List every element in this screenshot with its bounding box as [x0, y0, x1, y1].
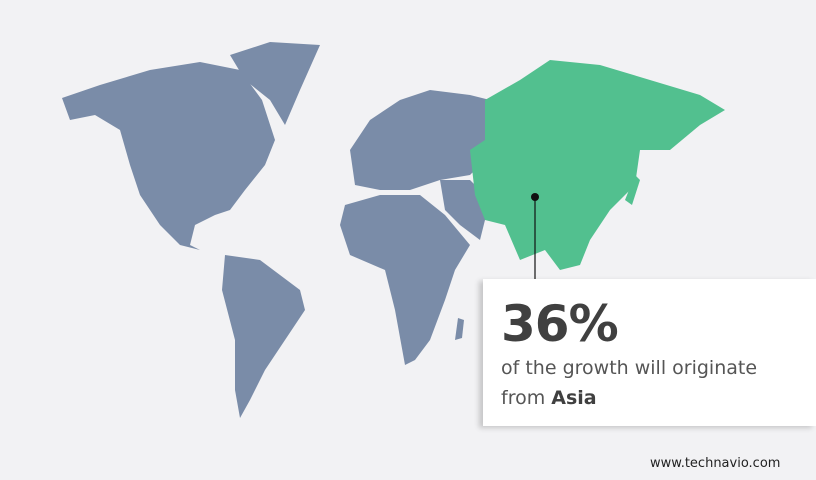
- callout-text: of the growth will originate: [501, 357, 758, 379]
- region-madagascar: [455, 318, 464, 340]
- callout-region-line: from Asia: [501, 387, 597, 409]
- website-footer: www.technavio.com: [650, 456, 781, 471]
- callout-prefix: from: [501, 387, 546, 409]
- region-europe: [350, 90, 490, 190]
- region-north-america: [62, 62, 275, 250]
- region-africa: [340, 195, 470, 365]
- region-asia: [470, 60, 725, 270]
- region-greenland: [230, 42, 320, 125]
- growth-percentage: 36%: [501, 295, 619, 353]
- callout-marker-dot: [531, 193, 539, 201]
- callout-box: 36% of the growth will originate from As…: [483, 279, 816, 426]
- region-south-america: [222, 255, 305, 418]
- callout-region: Asia: [551, 387, 597, 409]
- region-japan: [625, 175, 640, 205]
